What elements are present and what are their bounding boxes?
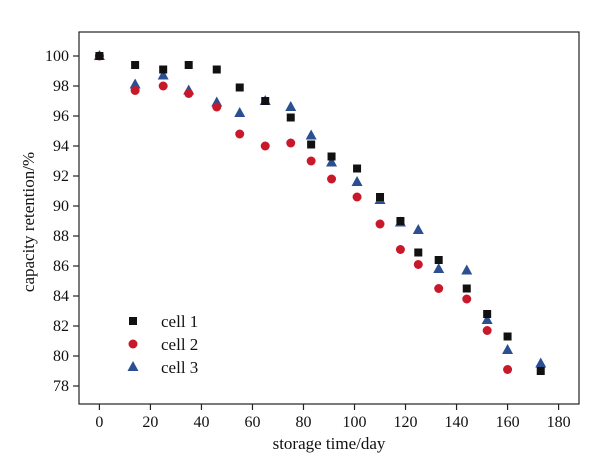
cell-3-point	[129, 78, 141, 89]
cell-3-point	[433, 263, 445, 273]
cell-2-point	[306, 156, 316, 166]
cell-2-point	[434, 284, 444, 293]
cell-2-point	[503, 365, 513, 374]
cell-1-point	[376, 193, 385, 201]
cell-1-point	[184, 61, 193, 69]
x-tick-label: 60	[244, 414, 260, 431]
cell-3-point	[234, 107, 246, 117]
cell-2-point	[260, 141, 270, 151]
x-tick-labels: 0 20 40 60 80 100 120 140 160 180	[95, 414, 570, 431]
y-tick-label: 98	[53, 78, 69, 95]
x-tick-label: 140	[445, 414, 469, 431]
cell-3-point	[412, 224, 424, 234]
y-tick-label: 82	[53, 318, 69, 335]
cell-3-point	[535, 357, 547, 368]
y-tick-label: 84	[53, 288, 69, 305]
plot-frame	[78, 31, 580, 405]
cell-2-point	[395, 245, 405, 254]
cell-2-point	[184, 89, 194, 98]
cell-2-point	[327, 174, 337, 184]
cell-2-point	[130, 86, 140, 95]
cell-1-point	[327, 152, 336, 161]
x-tick-label: 120	[394, 414, 418, 431]
legend-marker-cell-3	[127, 361, 139, 371]
cell-1-point	[286, 113, 295, 122]
legend-marker-cell-1	[129, 317, 137, 325]
cell-2-point	[158, 81, 168, 91]
axes	[78, 31, 580, 405]
cell-3-point	[305, 129, 317, 140]
cell-2-point	[212, 102, 222, 112]
x-tick-label: 40	[193, 414, 209, 431]
cell-2-point	[413, 260, 423, 269]
cell-1-point	[261, 97, 270, 105]
legend-label-cell-1: cell 1	[161, 312, 198, 331]
y-axis-title: capacity retention/%	[19, 152, 38, 292]
y-tick-label: 88	[53, 228, 69, 245]
x-tick-label: 180	[547, 414, 571, 431]
legend-label-cell-2: cell 2	[161, 335, 198, 354]
data-points	[93, 50, 547, 375]
cell-2-point	[375, 219, 385, 229]
cell-3-point	[481, 314, 493, 324]
y-tick-label: 96	[53, 108, 69, 125]
cell-2-point	[482, 326, 492, 335]
cell-1-point	[483, 310, 492, 318]
x-tick-label: 20	[142, 414, 158, 431]
cell-1-point	[307, 140, 316, 149]
y-tick-label: 90	[53, 198, 69, 215]
y-tick-label: 80	[53, 348, 69, 365]
cell-1-point	[353, 164, 362, 173]
cell-1-point	[536, 367, 545, 375]
tick-marks	[73, 55, 560, 410]
y-tick-labels: 78 80 82 84 86 88 90 92 94 96 98 100	[45, 48, 69, 395]
y-tick-label: 94	[53, 138, 69, 155]
cell-3-point	[502, 344, 514, 354]
x-tick-label: 0	[95, 414, 103, 431]
cell-2-point	[235, 129, 245, 139]
x-tick-label: 80	[295, 414, 311, 431]
legend: cell 1 cell 2 cell 3	[127, 312, 198, 377]
y-tick-label: 78	[53, 378, 69, 395]
cell-1-point	[235, 83, 244, 92]
cell-3-point	[285, 101, 297, 111]
cell-1-point	[212, 65, 221, 74]
y-tick-label: 86	[53, 258, 69, 275]
cell-1-point	[159, 65, 168, 74]
cell-3-point	[157, 69, 169, 80]
cell-1-point	[462, 284, 471, 293]
x-tick-label: 160	[496, 414, 520, 431]
y-tick-label: 92	[53, 168, 69, 185]
y-tick-label: 100	[45, 48, 69, 65]
cell-2-point	[352, 192, 362, 202]
cell-1-point	[503, 332, 512, 341]
legend-marker-cell-2	[128, 339, 138, 349]
cell-3-point	[326, 156, 338, 167]
cell-1-point	[131, 61, 140, 69]
x-tick-label: 100	[343, 414, 367, 431]
cell-1-point	[396, 217, 405, 225]
cell-1-point	[414, 248, 423, 257]
cell-1-point	[434, 256, 443, 264]
cell-1-point	[95, 52, 104, 60]
cell-3-point	[351, 176, 363, 186]
cell-3-point	[461, 264, 473, 275]
cell-2-point	[462, 294, 472, 304]
x-axis-title: storage time/day	[273, 434, 386, 453]
legend-label-cell-3: cell 3	[161, 358, 198, 377]
cell-2-point	[286, 138, 296, 148]
